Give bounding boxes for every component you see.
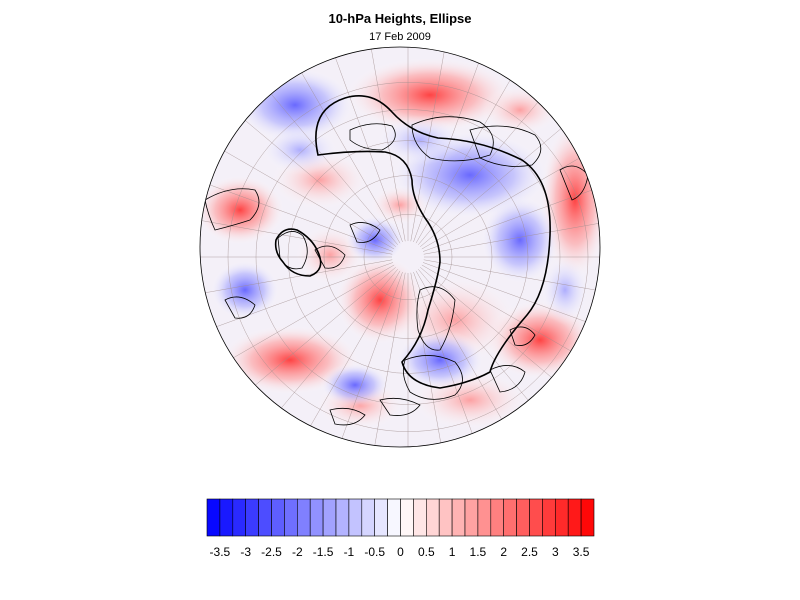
colorbar-tick-label: 1.5: [470, 545, 487, 559]
colorbar-tick-labels: -3.5 -3 -2.5 -2 -1.5 -1 -0.5 0 0.5 1 1.5 2 2.5 3 3.5: [210, 545, 590, 559]
colorbar-swatch: [503, 498, 517, 537]
meridian-line: [410, 47, 447, 242]
meridian-line: [420, 115, 577, 247]
meridian-line: [217, 264, 395, 368]
colorbar-swatch: [477, 498, 492, 537]
meridian-line: [415, 270, 519, 447]
colorbar-swatch: [258, 498, 272, 537]
colorbar-swatch: [425, 498, 440, 537]
meridian-line: [266, 269, 398, 426]
colorbar-tick-label: -1: [344, 545, 355, 559]
meridian-line: [422, 262, 600, 333]
polar-anomaly-map: [199, 46, 601, 448]
colorbar-tick-label: 3.5: [573, 545, 590, 559]
meridian-line: [420, 267, 577, 399]
vortex-ellipse-outline: [274, 95, 551, 389]
meridian-line: [418, 269, 550, 426]
colorbar-swatch: [438, 498, 453, 537]
colorbar-swatch: [529, 498, 543, 537]
colorbar-swatch: [451, 498, 466, 537]
meridian-line: [421, 146, 599, 250]
colorbar-tick-label: 0.5: [418, 545, 435, 559]
chart-title: 10-hPa Heights, Ellipse: [328, 11, 472, 26]
meridian-line: [413, 271, 484, 447]
meridian-line: [418, 88, 550, 245]
meridian-line: [239, 267, 396, 399]
meridian-line: [332, 50, 403, 243]
colorbar-tick-label: -1.5: [313, 545, 334, 559]
colorbar-tick-label: 1: [449, 545, 456, 559]
graticule: [200, 47, 600, 447]
colorbar-swatch: [516, 498, 530, 537]
meridian-line: [421, 264, 599, 368]
anomaly-shading: [200, 57, 600, 430]
meridian-line: [423, 218, 600, 255]
meridian-line: [297, 66, 401, 244]
globe-outline: [199, 46, 601, 448]
colorbar-swatch: [245, 498, 259, 537]
meridian-line: [413, 50, 484, 243]
colorbar-swatch: [542, 498, 556, 537]
meridian-line: [423, 259, 600, 296]
colorbar-swatch: [309, 498, 324, 537]
colorbar-swatch: [206, 498, 221, 537]
colorbar-swatch: [232, 498, 247, 537]
colorbar-tick-label: -2: [292, 545, 303, 559]
colorbar-swatch: [284, 498, 298, 537]
colorbar-swatches: [206, 498, 595, 537]
colorbar-tick-label: 0: [397, 545, 404, 559]
colorbar-swatch: [361, 498, 375, 537]
meridian-line: [369, 47, 406, 242]
colorbar-swatch: [567, 498, 582, 537]
meridian-line: [217, 146, 395, 250]
meridian-line: [297, 270, 401, 447]
meridian-line: [201, 262, 394, 333]
colorbar-swatch: [335, 498, 350, 537]
colorbar-tick-label: 2: [500, 545, 507, 559]
colorbar-swatch: [374, 498, 388, 537]
meridian-line: [201, 181, 394, 252]
colorbar-swatch: [400, 498, 414, 537]
colorbar-swatch: [490, 498, 504, 537]
coastlines: [204, 116, 589, 426]
colorbar-tick-label: 3: [552, 545, 559, 559]
colorbar-swatch: [387, 498, 401, 537]
meridian-line: [332, 271, 403, 447]
colorbar-tick-label: -3: [240, 545, 251, 559]
colorbar-swatch: [322, 498, 337, 537]
colorbar-swatch: [580, 498, 595, 537]
meridian-line: [266, 88, 398, 245]
meridian-line: [239, 115, 396, 247]
meridian-line: [415, 66, 519, 244]
chart-subtitle: 17 Feb 2009: [369, 31, 431, 43]
colorbar-tick-label: -2.5: [261, 545, 282, 559]
meridian-line: [369, 272, 406, 447]
colorbar-tick-label: 2.5: [521, 545, 538, 559]
colorbar-swatch: [296, 498, 311, 537]
colorbar-swatch: [464, 498, 479, 537]
colorbar-swatch: [219, 498, 234, 537]
colorbar-tick-label: -3.5: [210, 545, 231, 559]
colorbar-swatch: [554, 498, 569, 537]
globe-field: [200, 47, 600, 447]
meridian-line: [422, 181, 600, 252]
colorbar-swatch: [271, 498, 285, 537]
meridian-line: [200, 259, 393, 296]
colorbar-swatch: [413, 498, 427, 537]
colorbar-swatch: [348, 498, 363, 537]
meridian-line: [200, 218, 393, 255]
colorbar-tick-label: -0.5: [364, 545, 385, 559]
meridian-line: [410, 272, 447, 447]
